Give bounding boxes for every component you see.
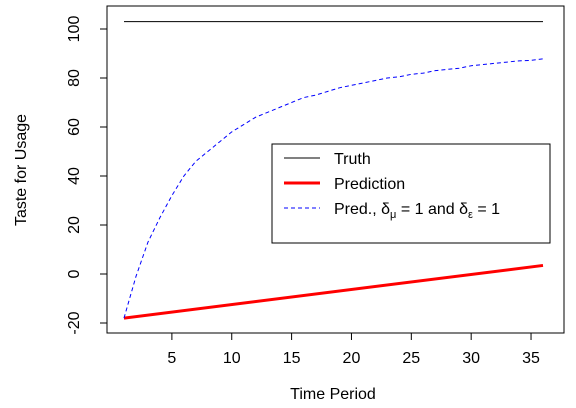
legend: Truth Prediction Pred., δμ = 1 and δε = … bbox=[271, 143, 551, 244]
legend-eq-2: = 1 bbox=[473, 201, 500, 218]
y-tick-label: 40 bbox=[66, 167, 83, 185]
legend-box bbox=[271, 143, 551, 244]
series-pred-delta-line bbox=[123, 58, 544, 319]
legend-pred-prefix: Pred., bbox=[334, 201, 381, 218]
y-tick-label: 60 bbox=[66, 118, 83, 136]
x-tick-label: 5 bbox=[167, 350, 176, 367]
legend-delta-1: δ bbox=[381, 201, 390, 218]
x-ticks: 5 10 15 20 25 30 35 bbox=[167, 333, 540, 367]
x-tick-label: 20 bbox=[343, 350, 361, 367]
legend-delta-2: δ bbox=[459, 201, 468, 218]
x-tick-label: 10 bbox=[223, 350, 241, 367]
y-tick-label: -20 bbox=[66, 311, 83, 334]
x-axis-label: Time Period bbox=[290, 386, 376, 403]
y-tick-label: 20 bbox=[66, 216, 83, 234]
x-tick-label: 30 bbox=[462, 350, 480, 367]
y-ticks: -20 0 20 40 60 80 100 bbox=[66, 16, 107, 335]
series-prediction-line bbox=[123, 263, 544, 320]
legend-eq-1: = 1 and bbox=[396, 201, 459, 218]
legend-label-pred-delta: Pred., δμ = 1 and δε = 1 bbox=[334, 201, 500, 221]
series-layer bbox=[123, 21, 544, 320]
legend-sub-mu: μ bbox=[390, 209, 396, 221]
x-tick-label: 25 bbox=[402, 350, 420, 367]
y-tick-label: 100 bbox=[66, 16, 83, 43]
legend-label-prediction: Prediction bbox=[334, 176, 405, 193]
legend-label-truth: Truth bbox=[334, 151, 371, 168]
x-tick-label: 15 bbox=[283, 350, 301, 367]
y-axis-label: Taste for Usage bbox=[13, 114, 30, 226]
legend-sub-epsilon: ε bbox=[468, 209, 473, 221]
y-tick-label: 0 bbox=[66, 269, 83, 278]
x-tick-label: 35 bbox=[522, 350, 540, 367]
y-tick-label: 80 bbox=[66, 69, 83, 87]
